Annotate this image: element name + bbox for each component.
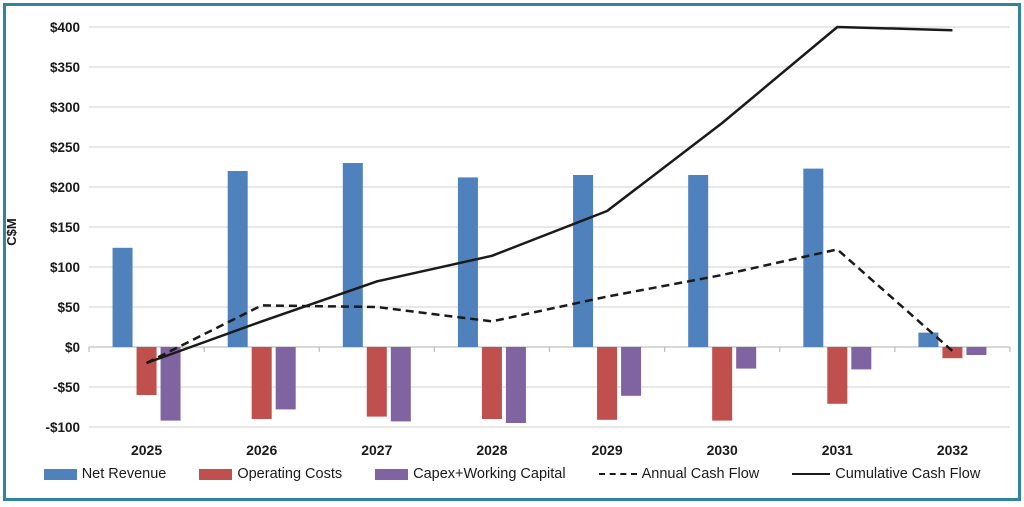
- bar-net-revenue-2025: [112, 247, 133, 347]
- bar-operating-costs-2028: [481, 347, 502, 419]
- x-axis-label-2026: 2026: [246, 442, 277, 458]
- x-axis-label-2029: 2029: [591, 442, 622, 458]
- bar-capex-working-capital-2032: [966, 347, 987, 355]
- bar-capex-working-capital-2029: [621, 347, 642, 396]
- y-axis-tick-label: $50: [57, 300, 80, 315]
- bar-operating-costs-2030: [712, 347, 733, 421]
- line-annual-cash-flow: [146, 248, 954, 365]
- x-axis-label-2032: 2032: [937, 442, 968, 458]
- x-axis-label-2030: 2030: [707, 442, 738, 458]
- y-axis-tick-label: $150: [50, 220, 80, 235]
- legend-label: Net Revenue: [81, 466, 167, 482]
- y-axis-tick-label: $250: [50, 140, 80, 155]
- bar-operating-costs-2032: [942, 347, 963, 359]
- x-axis-label-2031: 2031: [822, 442, 853, 458]
- bar-net-revenue-2029: [573, 175, 594, 347]
- bar-capex-working-capital-2028: [505, 347, 526, 423]
- bar-net-revenue-2031: [803, 168, 824, 347]
- legend-label: Cumulative Cash Flow: [835, 466, 981, 482]
- y-axis-tick-label: $400: [50, 20, 80, 35]
- legend-item-cumulative-cash-flow: Cumulative Cash Flow: [792, 466, 980, 482]
- bar-net-revenue-2030: [688, 175, 709, 347]
- legend-label: Capex+Working Capital: [413, 466, 566, 482]
- y-axis-tick-label: -$100: [45, 420, 80, 435]
- y-axis-title: C$M: [4, 218, 19, 245]
- bar-operating-costs-2027: [366, 347, 387, 417]
- legend-label: Operating Costs: [237, 466, 343, 482]
- bar-net-revenue-2032: [918, 332, 939, 347]
- bar-operating-costs-2025: [136, 347, 157, 395]
- bar-capex-working-capital-2027: [390, 347, 411, 422]
- legend-line-sample-icon: [598, 473, 637, 475]
- x-axis-label-2027: 2027: [361, 442, 392, 458]
- bar-capex-working-capital-2025: [160, 347, 181, 421]
- x-axis-label-2025: 2025: [131, 442, 162, 458]
- bar-operating-costs-2031: [827, 347, 848, 404]
- bar-net-revenue-2027: [342, 163, 363, 347]
- legend-label: Annual Cash Flow: [641, 466, 760, 482]
- bar-net-revenue-2026: [227, 171, 248, 347]
- legend-item-operating-costs: Operating Costs: [199, 466, 342, 482]
- x-axis-label-2028: 2028: [476, 442, 507, 458]
- legend-item-net-revenue: Net Revenue: [43, 466, 167, 482]
- bar-operating-costs-2029: [597, 347, 618, 420]
- chart-legend: Net Revenue Operating Costs Capex+Working …: [12, 461, 1012, 487]
- y-axis-tick-label: $300: [50, 100, 80, 115]
- y-axis-tick-label: $100: [50, 260, 80, 275]
- legend-item-capex-working-capital: Capex+Working Capital: [375, 466, 566, 482]
- bar-operating-costs-2026: [251, 347, 272, 419]
- y-axis-tick-label: $0: [65, 340, 80, 355]
- legend-line-sample-icon: [792, 473, 831, 475]
- y-axis-tick-label: $200: [50, 180, 80, 195]
- legend-swatch-icon: [199, 468, 233, 480]
- legend-swatch-icon: [375, 468, 409, 480]
- line-cumulative-cash-flow: [146, 25, 953, 365]
- y-axis-tick-label: $350: [50, 60, 80, 75]
- y-axis-tick-label: -$50: [53, 380, 80, 395]
- bar-capex-working-capital-2031: [851, 347, 872, 370]
- bar-capex-working-capital-2026: [275, 347, 296, 410]
- bar-capex-working-capital-2030: [736, 347, 757, 369]
- legend-item-annual-cash-flow: Annual Cash Flow: [598, 466, 760, 482]
- legend-swatch-icon: [43, 468, 77, 480]
